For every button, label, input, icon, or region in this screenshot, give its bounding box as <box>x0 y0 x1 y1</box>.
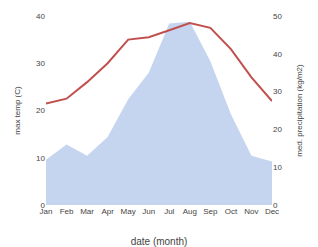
svg-text:40: 40 <box>36 12 45 21</box>
svg-text:50: 50 <box>273 12 282 21</box>
svg-text:Dec: Dec <box>265 207 279 216</box>
svg-text:20: 20 <box>36 106 45 115</box>
svg-text:Feb: Feb <box>60 207 74 216</box>
svg-text:10: 10 <box>273 163 282 172</box>
svg-text:Jan: Jan <box>40 207 53 216</box>
svg-text:20: 20 <box>273 125 282 134</box>
svg-text:med. precipitation (kg/m2): med. precipitation (kg/m2) <box>295 64 304 157</box>
svg-text:May: May <box>121 207 136 216</box>
svg-text:30: 30 <box>273 87 282 96</box>
svg-text:10: 10 <box>36 154 45 163</box>
svg-text:Sep: Sep <box>203 207 218 216</box>
svg-text:0: 0 <box>41 201 46 210</box>
svg-text:Oct: Oct <box>225 207 238 216</box>
svg-text:40: 40 <box>273 50 282 59</box>
svg-text:0: 0 <box>273 201 278 210</box>
svg-text:Mar: Mar <box>80 207 94 216</box>
svg-text:Jun: Jun <box>142 207 155 216</box>
svg-text:Aug: Aug <box>183 207 197 216</box>
svg-text:30: 30 <box>36 59 45 68</box>
svg-text:Nov: Nov <box>244 207 258 216</box>
svg-text:max temp (C): max temp (C) <box>13 86 22 135</box>
svg-text:date (month): date (month) <box>131 236 188 247</box>
svg-text:Apr: Apr <box>101 207 114 216</box>
svg-text:Jul: Jul <box>164 207 174 216</box>
